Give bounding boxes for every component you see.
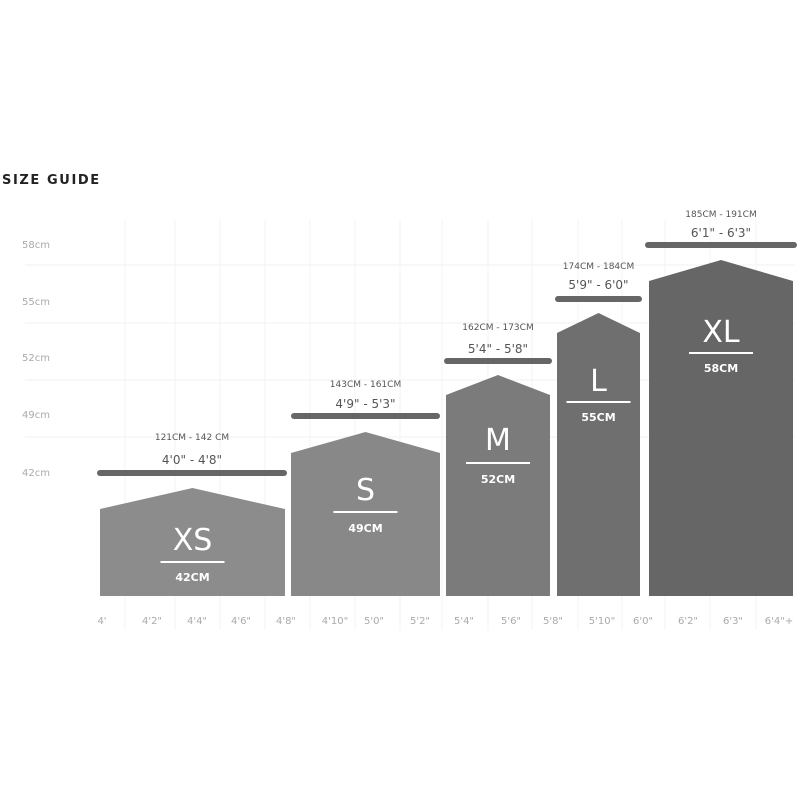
size-label: S (356, 473, 375, 508)
size-label: L (590, 364, 607, 399)
x-tick-label: 5'2" (410, 616, 430, 627)
y-tick-label: 58cm (22, 240, 50, 251)
y-tick-label: 42cm (22, 468, 50, 479)
x-tick-label: 4'6" (231, 616, 251, 627)
size-bar-m (446, 375, 550, 596)
chest-value-label: 49CM (348, 522, 382, 535)
height-range-in-label: 6'1" - 6'3" (691, 226, 751, 240)
size-bar-xs (100, 488, 285, 596)
x-tick-label: 4' (97, 616, 106, 627)
y-tick-label: 49cm (22, 410, 50, 421)
height-range-cm-label: 174CM - 184CM (563, 262, 634, 272)
height-range-in-label: 4'0" - 4'8" (162, 453, 222, 467)
height-range-in-label: 4'9" - 5'3" (335, 397, 395, 411)
height-range-in-label: 5'4" - 5'8" (468, 342, 528, 356)
x-tick-label: 4'10" (322, 616, 348, 627)
chest-value-label: 42CM (175, 571, 209, 584)
size-label: XS (173, 523, 213, 558)
x-tick-label: 4'2" (142, 616, 162, 627)
x-tick-label: 6'2" (678, 616, 698, 627)
y-tick-label: 55cm (22, 297, 50, 308)
height-range-cm-label: 143CM - 161CM (330, 380, 401, 390)
x-tick-label: 5'10" (589, 616, 615, 627)
x-tick-label: 5'8" (543, 616, 563, 627)
x-tick-label: 6'0" (633, 616, 653, 627)
size-label: M (485, 423, 511, 458)
page-title: SIZE GUIDE (2, 173, 101, 188)
height-range-in-label: 5'9" - 6'0" (568, 278, 628, 292)
size-bar-xl (649, 260, 793, 596)
chest-value-label: 58CM (704, 362, 738, 375)
x-tick-label: 4'4" (187, 616, 207, 627)
x-tick-label: 5'4" (454, 616, 474, 627)
chest-value-label: 55CM (581, 411, 615, 424)
height-range-cm-label: 121CM - 142 CM (155, 433, 229, 443)
x-tick-label: 5'0" (364, 616, 384, 627)
size-bar-l (557, 313, 640, 596)
chest-value-label: 52CM (481, 473, 515, 486)
x-tick-label: 5'6" (501, 616, 521, 627)
height-range-cm-label: 162CM - 173CM (462, 323, 533, 333)
size-bar-s (291, 432, 440, 596)
height-range-cm-label: 185CM - 191CM (685, 210, 756, 220)
size-label: XL (702, 315, 740, 350)
y-tick-label: 52cm (22, 353, 50, 364)
x-tick-label: 6'3" (723, 616, 743, 627)
x-tick-label: 6'4"+ (765, 616, 793, 627)
x-tick-label: 4'8" (276, 616, 296, 627)
